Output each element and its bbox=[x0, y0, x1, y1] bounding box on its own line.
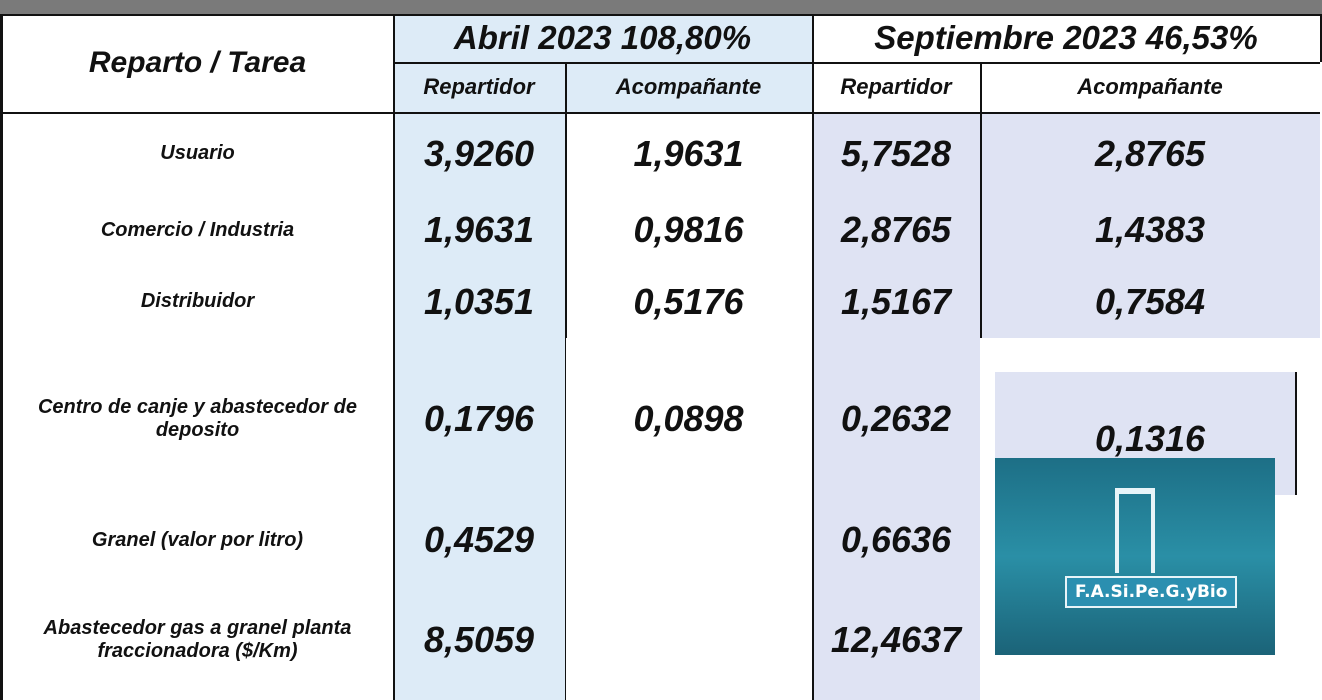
corner-header-text: Reparto / Tarea bbox=[89, 46, 306, 80]
value-cell: 1,9631 bbox=[393, 195, 565, 265]
value-cell: 1,4383 bbox=[980, 195, 1320, 265]
value-cell: 12,4637 bbox=[812, 580, 980, 700]
value-cell: 0,4529 bbox=[393, 500, 565, 580]
subcolumn-header: Repartidor bbox=[812, 62, 980, 112]
value-cell: 0,1796 bbox=[393, 338, 565, 500]
grid-line bbox=[0, 14, 3, 700]
value-cell: 0,7584 bbox=[980, 265, 1320, 338]
value-cell-text: 1,5167 bbox=[841, 281, 951, 323]
grid-line bbox=[0, 14, 1322, 16]
table: Reparto / Tarea Abril 2023 108,80% Septiem… bbox=[0, 0, 1322, 700]
value-cell: 1,5167 bbox=[812, 265, 980, 338]
subcolumn-header-text: Acompañante bbox=[1077, 74, 1222, 100]
grid-line bbox=[393, 14, 395, 700]
grid-line bbox=[565, 62, 567, 338]
subcolumn-header: Acompañante bbox=[565, 62, 812, 112]
corner-header: Reparto / Tarea bbox=[2, 14, 393, 112]
value-cell: 8,5059 bbox=[393, 580, 565, 700]
value-cell bbox=[565, 580, 812, 700]
value-cell: 1,0351 bbox=[393, 265, 565, 338]
row-label-text: Usuario bbox=[160, 142, 234, 165]
page: Reparto / Tarea Abril 2023 108,80% Septiem… bbox=[0, 0, 1322, 700]
group-header: Abril 2023 108,80% bbox=[393, 14, 812, 62]
value-cell-text: 0,2632 bbox=[841, 398, 951, 440]
row-label-text: Granel (valor por litro) bbox=[92, 529, 303, 552]
row-label: Centro de canje y abastecedor de deposit… bbox=[2, 338, 393, 500]
grid-line bbox=[812, 14, 814, 700]
grid-line bbox=[565, 338, 566, 700]
value-cell-text: 1,4383 bbox=[1095, 209, 1205, 251]
value-cell-text: 0,9816 bbox=[633, 209, 743, 251]
subcolumn-header: Acompañante bbox=[980, 62, 1320, 112]
value-cell bbox=[565, 500, 812, 580]
value-cell-text: 3,9260 bbox=[424, 133, 534, 175]
value-cell: 3,9260 bbox=[393, 112, 565, 195]
value-cell: 0,6636 bbox=[812, 500, 980, 580]
value-cell-text: 2,8765 bbox=[841, 209, 951, 251]
group-header: Septiembre 2023 46,53% bbox=[812, 14, 1320, 62]
value-cell-text: 0,1796 bbox=[424, 398, 534, 440]
subcolumn-header-text: Acompañante bbox=[616, 74, 761, 100]
row-label: Abastecedor gas a granel planta fraccion… bbox=[2, 580, 393, 700]
group-header-text: Abril 2023 108,80% bbox=[454, 19, 751, 57]
value-cell-text: 0,1316 bbox=[1095, 418, 1205, 460]
subcolumn-header: Repartidor bbox=[393, 62, 565, 112]
value-cell-text: 0,4529 bbox=[424, 519, 534, 561]
row-label: Comercio / Industria bbox=[2, 195, 393, 265]
value-cell-text: 8,5059 bbox=[424, 619, 534, 661]
value-cell-text: 1,9631 bbox=[424, 209, 534, 251]
value-cell-text: 5,7528 bbox=[841, 133, 951, 175]
value-cell: 5,7528 bbox=[812, 112, 980, 195]
value-cell: 0,0898 bbox=[565, 338, 812, 500]
value-cell: 0,1316 bbox=[980, 338, 1320, 500]
row-label-text: Distribuidor bbox=[141, 290, 254, 313]
grid-line bbox=[980, 62, 982, 338]
subcolumn-header-text: Repartidor bbox=[423, 74, 534, 100]
row-label-text: Centro de canje y abastecedor de deposit… bbox=[32, 396, 363, 442]
row-label-text: Comercio / Industria bbox=[101, 219, 294, 242]
row-label: Granel (valor por litro) bbox=[2, 500, 393, 580]
value-cell-text: 1,9631 bbox=[633, 133, 743, 175]
grid-line bbox=[393, 62, 1320, 64]
row-label: Distribuidor bbox=[2, 265, 393, 338]
value-cell: 1,9631 bbox=[565, 112, 812, 195]
value-cell: 2,8765 bbox=[980, 112, 1320, 195]
grid-line bbox=[2, 112, 1320, 114]
value-cell: 0,5176 bbox=[565, 265, 812, 338]
value-cell: 2,8765 bbox=[812, 195, 980, 265]
row-label-text: Abastecedor gas a granel planta fraccion… bbox=[32, 617, 363, 663]
subcolumn-header-text: Repartidor bbox=[840, 74, 951, 100]
value-cell-text: 0,6636 bbox=[841, 519, 951, 561]
group-header-text: Septiembre 2023 46,53% bbox=[874, 19, 1257, 57]
value-cell: 0,2632 bbox=[812, 338, 980, 500]
value-cell-text: 0,7584 bbox=[1095, 281, 1205, 323]
row-label: Usuario bbox=[2, 112, 393, 195]
logo-text: F.A.Si.Pe.G.yBio bbox=[1065, 576, 1237, 608]
value-cell-text: 1,0351 bbox=[424, 281, 534, 323]
logo-emblem bbox=[1115, 488, 1155, 573]
value-cell-text: 0,0898 bbox=[633, 398, 743, 440]
value-cell: 0,9816 bbox=[565, 195, 812, 265]
value-cell-text: 2,8765 bbox=[1095, 133, 1205, 175]
value-cell-text: 12,4637 bbox=[831, 619, 961, 661]
value-cell-text: 0,5176 bbox=[633, 281, 743, 323]
